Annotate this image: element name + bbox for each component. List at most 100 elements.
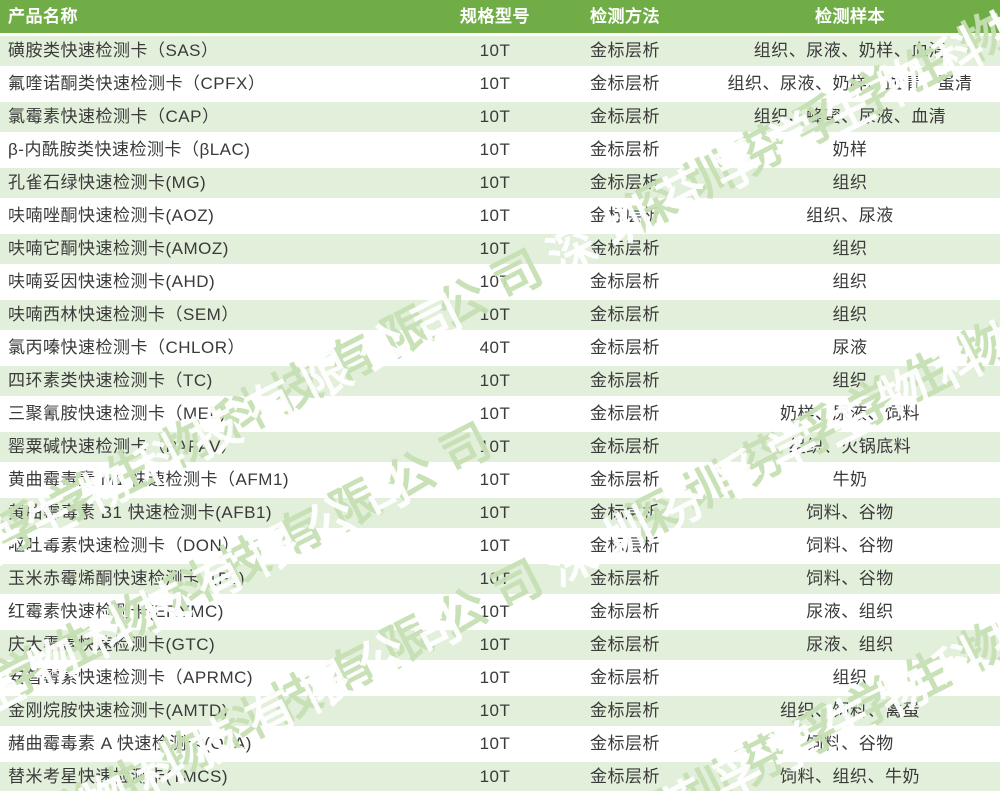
detection-method-cell: 金标层析 (590, 503, 660, 522)
table-body: 磺胺类快速检测卡（SAS） 10T 金标层析 组织、尿液、奶样、血清 氟喹诺酮类… (0, 33, 1000, 791)
table-row: 氯丙嗪快速检测卡（CHLOR） 40T 金标层析 尿液 (0, 330, 1000, 363)
table-row: β-内酰胺类快速检测卡（βLAC) 10T 金标层析 奶样 (0, 132, 1000, 165)
detection-method-cell: 金标层析 (590, 404, 660, 423)
table-row: 安普霉素快速检测卡（APRMC) 10T 金标层析 组织 (0, 660, 1000, 693)
table-header-row: 产品名称 规格型号 检测方法 检测样本 (0, 0, 1000, 33)
detection-method-cell: 金标层析 (590, 767, 660, 786)
product-name-cell: 庆大霉素快速检测卡(GTC) (8, 635, 216, 654)
column-header-product-name: 产品名称 (8, 7, 78, 26)
product-name-cell: 红霉素快速检测卡(ERYMC) (8, 602, 224, 621)
table-row: 庆大霉素快速检测卡(GTC) 10T 金标层析 尿液、组织 (0, 627, 1000, 660)
detection-sample-cell: 尿液、组织 (806, 602, 894, 621)
column-header-detection-method: 检测方法 (590, 7, 660, 26)
detection-method-cell: 金标层析 (590, 74, 660, 93)
product-name-cell: 金刚烷胺快速检测卡(AMTD) (8, 701, 228, 720)
table-row: 黄曲霉毒素 B1 快速检测卡(AFB1) 10T 金标层析 饲料、谷物 (0, 495, 1000, 528)
detection-method-cell: 金标层析 (590, 239, 660, 258)
table-row: 黄曲霉毒素 M1 快速检测卡（AFM1) 10T 金标层析 牛奶 (0, 462, 1000, 495)
detection-method-cell: 金标层析 (590, 173, 660, 192)
detection-sample-cell: 饲料、谷物 (806, 734, 894, 753)
spec-model-cell: 10T (479, 767, 511, 786)
spec-model-cell: 10T (479, 173, 511, 192)
product-name-cell: 黄曲霉毒素 M1 快速检测卡（AFM1) (8, 470, 290, 489)
spec-model-cell: 10T (479, 206, 511, 225)
table-row: 替米考星快速检测卡(TMCS) 10T 金标层析 饲料、组织、牛奶 (0, 759, 1000, 791)
spec-model-cell: 10T (479, 635, 511, 654)
spec-model-cell: 10T (479, 437, 511, 456)
detection-method-cell: 金标层析 (590, 701, 660, 720)
table-row: 呕吐毒素快速检测卡（DON） 10T 金标层析 饲料、谷物 (0, 528, 1000, 561)
product-name-cell: 罂粟碱快速检测卡（PAPAV） (8, 437, 239, 456)
detection-method-cell: 金标层析 (590, 536, 660, 555)
spec-model-cell: 10T (479, 140, 511, 159)
spec-model-cell: 10T (479, 239, 511, 258)
spec-model-cell: 10T (479, 107, 511, 126)
product-name-cell: 替米考星快速检测卡(TMCS) (8, 767, 228, 786)
product-name-cell: 三聚氰胺快速检测卡（MEL) (8, 404, 226, 423)
spec-model-cell: 10T (479, 503, 511, 522)
column-header-detection-sample: 检测样本 (815, 7, 885, 26)
detection-method-cell: 金标层析 (590, 569, 660, 588)
table-row: 罂粟碱快速检测卡（PAPAV） 10T 金标层析 组织、火锅底料 (0, 429, 1000, 462)
table-row: 孔雀石绿快速检测卡(MG) 10T 金标层析 组织 (0, 165, 1000, 198)
product-name-cell: 氟喹诺酮类快速检测卡（CPFX） (8, 74, 266, 93)
spec-model-cell: 10T (479, 734, 511, 753)
detection-sample-cell: 奶样、尿液、饲料 (780, 404, 920, 423)
product-name-cell: β-内酰胺类快速检测卡（βLAC) (8, 140, 251, 159)
table-row: 氟喹诺酮类快速检测卡（CPFX） 10T 金标层析 组织、尿液、奶样、血清、蛋清 (0, 66, 1000, 99)
detection-sample-cell: 饲料、谷物 (806, 503, 894, 522)
spec-model-cell: 10T (479, 41, 511, 60)
table-row: 赭曲霉毒素 A 快速检测卡(OTA) 10T 金标层析 饲料、谷物 (0, 726, 1000, 759)
detection-method-cell: 金标层析 (590, 338, 660, 357)
table-row: 呋喃妥因快速检测卡(AHD) 10T 金标层析 组织 (0, 264, 1000, 297)
spec-model-cell: 10T (479, 668, 511, 687)
spec-model-cell: 10T (479, 272, 511, 291)
spec-model-cell: 10T (479, 536, 511, 555)
detection-sample-cell: 组织、蜂蜜、尿液、血清 (753, 107, 947, 126)
spec-model-cell: 10T (479, 569, 511, 588)
product-name-cell: 四环素类快速检测卡（TC) (8, 371, 213, 390)
detection-sample-cell: 组织、饲料、禽蛋 (780, 701, 920, 720)
detection-method-cell: 金标层析 (590, 140, 660, 159)
spec-model-cell: 10T (479, 305, 511, 324)
spec-model-cell: 10T (479, 371, 511, 390)
product-name-cell: 黄曲霉毒素 B1 快速检测卡(AFB1) (8, 503, 273, 522)
detection-method-cell: 金标层析 (590, 602, 660, 621)
detection-method-cell: 金标层析 (590, 668, 660, 687)
product-name-cell: 呋喃妥因快速检测卡(AHD) (8, 272, 216, 291)
spec-model-cell: 10T (479, 701, 511, 720)
detection-method-cell: 金标层析 (590, 635, 660, 654)
table-row: 四环素类快速检测卡（TC) 10T 金标层析 组织 (0, 363, 1000, 396)
table-row: 呋喃它酮快速检测卡(AMOZ) 10T 金标层析 组织 (0, 231, 1000, 264)
detection-sample-cell: 组织、尿液、奶样、血清 (753, 41, 947, 60)
product-name-cell: 磺胺类快速检测卡（SAS） (8, 41, 219, 60)
detection-sample-cell: 组织、火锅底料 (788, 437, 912, 456)
detection-sample-cell: 组织 (832, 668, 868, 687)
detection-method-cell: 金标层析 (590, 371, 660, 390)
detection-sample-cell: 组织 (832, 305, 868, 324)
detection-sample-cell: 饲料、组织、牛奶 (780, 767, 920, 786)
detection-method-cell: 金标层析 (590, 437, 660, 456)
product-name-cell: 呋喃它酮快速检测卡(AMOZ) (8, 239, 229, 258)
detection-sample-cell: 奶样 (832, 140, 868, 159)
spec-model-cell: 40T (479, 338, 511, 357)
product-name-cell: 呕吐毒素快速检测卡（DON） (8, 536, 240, 555)
detection-method-cell: 金标层析 (590, 305, 660, 324)
spec-model-cell: 10T (479, 74, 511, 93)
detection-sample-cell: 组织 (832, 173, 868, 192)
table-row: 三聚氰胺快速检测卡（MEL) 10T 金标层析 奶样、尿液、饲料 (0, 396, 1000, 429)
product-name-cell: 呋喃唑酮快速检测卡(AOZ) (8, 206, 215, 225)
product-name-cell: 氯霉素快速检测卡（CAP） (8, 107, 220, 126)
product-name-cell: 安普霉素快速检测卡（APRMC) (8, 668, 254, 687)
detection-method-cell: 金标层析 (590, 734, 660, 753)
detection-sample-cell: 饲料、谷物 (806, 536, 894, 555)
spec-model-cell: 10T (479, 404, 511, 423)
detection-method-cell: 金标层析 (590, 272, 660, 291)
detection-method-cell: 金标层析 (590, 107, 660, 126)
detection-sample-cell: 组织、尿液、奶样、血清、蛋清 (727, 74, 973, 93)
product-name-cell: 赭曲霉毒素 A 快速检测卡(OTA) (8, 734, 252, 753)
detection-method-cell: 金标层析 (590, 206, 660, 225)
detection-method-cell: 金标层析 (590, 41, 660, 60)
